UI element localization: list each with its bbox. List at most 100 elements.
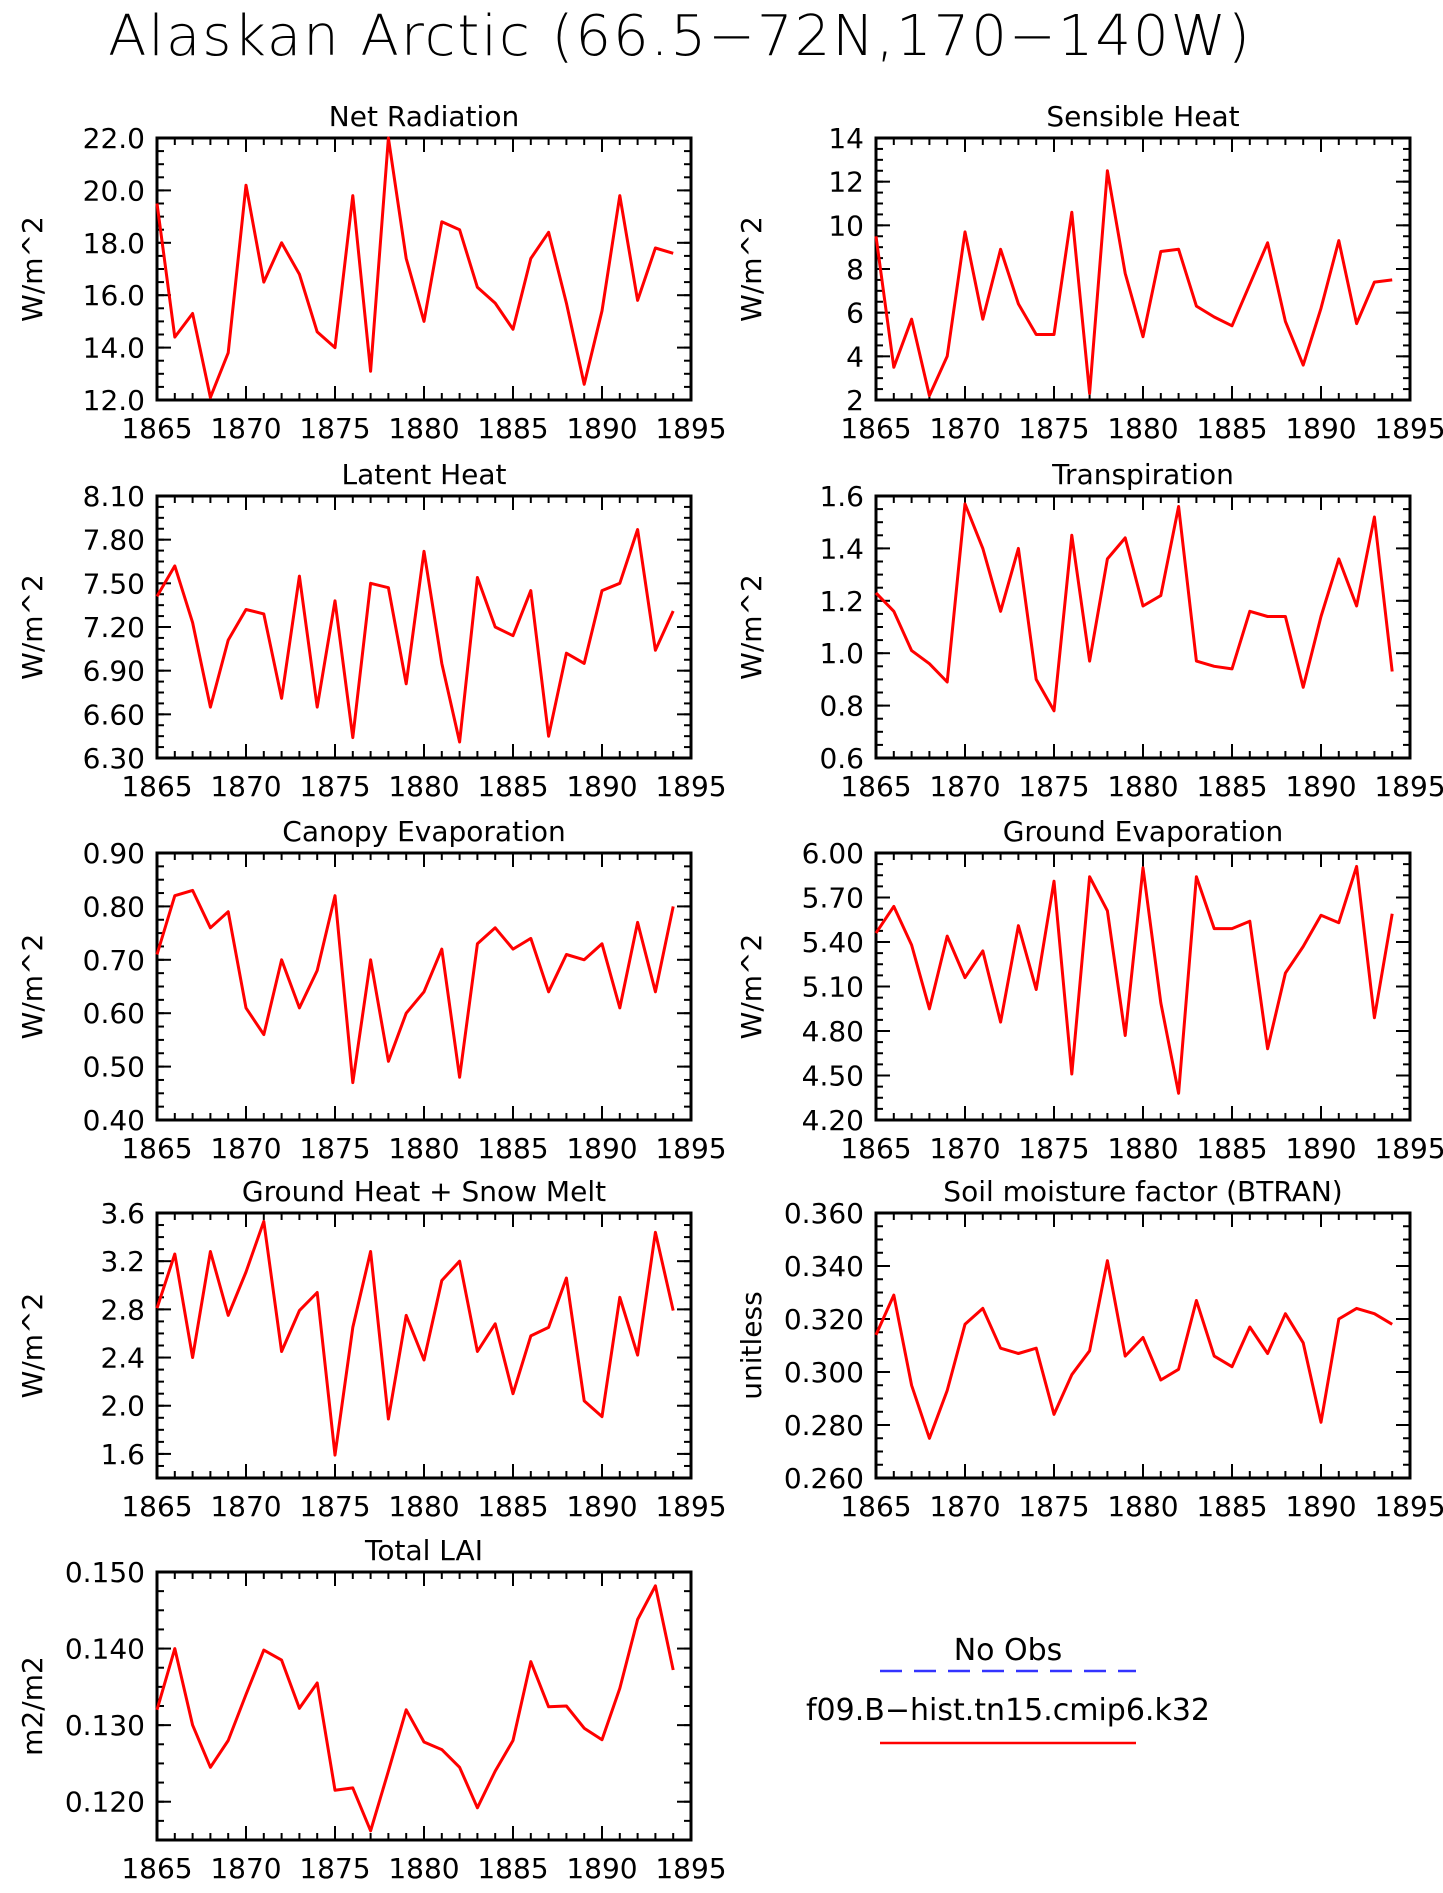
x-tick-label: 1890	[1285, 770, 1356, 803]
x-tick-label: 1875	[299, 770, 370, 803]
y-tick-label: 2.4	[100, 1342, 145, 1375]
x-tick-label: 1875	[1018, 1490, 1089, 1523]
chart-panel-7: Ground Heat + Snow Melt W/m^2 1865 1870 1875…	[16, 1175, 727, 1523]
plot-frame	[155, 1570, 693, 1842]
plot-frame	[155, 851, 693, 1122]
panel-title: Total LAI	[364, 1534, 483, 1567]
x-tick-label: 1895	[1374, 1490, 1443, 1523]
x-tick-label: 1890	[566, 770, 637, 803]
x-tick-label: 1880	[388, 412, 459, 445]
x-tick-label: 1880	[1107, 412, 1178, 445]
x-tick-label: 1870	[210, 1132, 281, 1165]
x-tick-label: 1875	[299, 412, 370, 445]
x-tick-label: 1890	[566, 1490, 637, 1523]
y-axis-label: unitless	[735, 1291, 768, 1399]
legend: No Obs f09.B−hist.tn15.cmip6.k32	[806, 1633, 1210, 1745]
y-tick-label: 0.260	[784, 1462, 864, 1495]
y-tick-label: 14	[828, 122, 864, 155]
series-line-1	[874, 1259, 1393, 1440]
y-tick-label: 0.320	[784, 1303, 864, 1336]
y-tick-label: 1.2	[819, 585, 864, 618]
y-tick-label: 14.0	[83, 332, 145, 365]
y-tick-label: 8.10	[83, 480, 145, 513]
y-tick-label: 0.360	[784, 1197, 864, 1230]
y-tick-label: 0.40	[83, 1104, 145, 1137]
panel-title: Soil moisture factor (BTRAN)	[943, 1175, 1342, 1208]
y-tick-label: 12	[828, 166, 864, 199]
y-axis-label: W/m^2	[16, 216, 49, 322]
x-tick-label: 1870	[210, 770, 281, 803]
x-tick-label: 1870	[929, 1490, 1000, 1523]
x-tick-label: 1880	[388, 770, 459, 803]
x-tick-label: 1865	[840, 1132, 911, 1165]
chart-panel-4: Transpiration W/m^2 1865 1870 1875 1880 1885 18…	[735, 458, 1443, 803]
y-tick-label: 7.50	[83, 567, 145, 600]
chart-panel-2: Sensible Heat W/m^2 1865 1870 1875 1880 1885 18…	[735, 100, 1443, 445]
panel-title: Net Radiation	[329, 100, 519, 133]
y-tick-label: 6	[846, 297, 864, 330]
y-tick-label: 18.0	[83, 227, 145, 260]
y-tick-label: 4.50	[802, 1060, 864, 1093]
y-tick-label: 0.130	[65, 1709, 145, 1742]
y-tick-label: 4.20	[802, 1104, 864, 1137]
series-line-1	[874, 864, 1394, 1095]
y-tick-label: 1.6	[100, 1438, 145, 1471]
x-tick-label: 1865	[121, 1490, 192, 1523]
panel-title: Transpiration	[1051, 458, 1234, 491]
y-tick-label: 3.6	[100, 1197, 145, 1230]
y-axis-label: W/m^2	[735, 934, 768, 1040]
plot-frame	[874, 494, 1412, 760]
series-line-1	[155, 1584, 675, 1833]
x-tick-label: 1870	[929, 1132, 1000, 1165]
y-tick-label: 6.90	[83, 655, 145, 688]
chart-panel-8: Soil moisture factor (BTRAN) unitless 1865…	[735, 1175, 1443, 1523]
figure-title: Alaskan Arctic (66.5−72N,170−140W)	[108, 4, 1252, 69]
y-tick-label: 2.0	[100, 1390, 145, 1423]
y-tick-label: 8	[846, 253, 864, 286]
x-tick-label: 1885	[1196, 1490, 1267, 1523]
y-tick-label: 2	[846, 384, 864, 417]
x-tick-label: 1895	[655, 1852, 726, 1885]
y-tick-label: 6.00	[802, 837, 864, 870]
panel-title: Ground Heat + Snow Melt	[242, 1175, 606, 1208]
y-tick-label: 20.0	[83, 174, 145, 207]
y-tick-label: 0.70	[83, 944, 145, 977]
x-tick-label: 1895	[655, 412, 726, 445]
x-tick-label: 1875	[1018, 1132, 1089, 1165]
x-tick-label: 1875	[299, 1852, 370, 1885]
x-tick-label: 1895	[655, 1132, 726, 1165]
y-tick-label: 0.150	[65, 1556, 145, 1589]
x-tick-label: 1890	[1285, 412, 1356, 445]
x-tick-label: 1895	[1374, 770, 1443, 803]
x-tick-label: 1865	[121, 1132, 192, 1165]
x-tick-label: 1895	[1374, 412, 1443, 445]
y-tick-label: 0.80	[83, 890, 145, 923]
x-tick-label: 1885	[477, 1852, 548, 1885]
y-tick-label: 6.30	[83, 742, 145, 775]
y-axis-label: m2/m2	[16, 1656, 49, 1756]
x-tick-label: 1885	[1196, 1132, 1267, 1165]
y-axis-label: W/m^2	[735, 574, 768, 680]
chart-panel-9: Total LAI m2/m2 1865 1870 1875 1880 1885 1890 18…	[16, 1534, 727, 1885]
x-tick-label: 1880	[388, 1490, 459, 1523]
x-tick-label: 1885	[477, 412, 548, 445]
x-tick-label: 1895	[1374, 1132, 1443, 1165]
series-line-1	[874, 502, 1394, 713]
x-tick-label: 1890	[566, 1852, 637, 1885]
y-axis-label: W/m^2	[16, 1293, 49, 1399]
panels-layer: Net Radiation W/m^2 1865 1870 1875 1880 1885 18…	[16, 100, 1443, 1885]
x-tick-label: 1885	[477, 770, 548, 803]
legend-model-label: f09.B−hist.tn15.cmip6.k32	[806, 1693, 1210, 1728]
x-tick-label: 1880	[1107, 1132, 1178, 1165]
y-tick-label: 5.70	[802, 882, 864, 915]
x-tick-label: 1890	[566, 1132, 637, 1165]
y-tick-label: 6.60	[83, 698, 145, 731]
x-tick-label: 1865	[840, 1490, 911, 1523]
y-tick-label: 3.2	[100, 1245, 145, 1278]
y-tick-label: 5.10	[802, 971, 864, 1004]
y-tick-label: 0.90	[83, 837, 145, 870]
series-line-1	[155, 136, 674, 399]
chart-panel-3: Latent Heat W/m^2 1865 1870 1875 1880 1885 1890…	[16, 458, 727, 803]
y-tick-label: 2.8	[100, 1293, 145, 1326]
